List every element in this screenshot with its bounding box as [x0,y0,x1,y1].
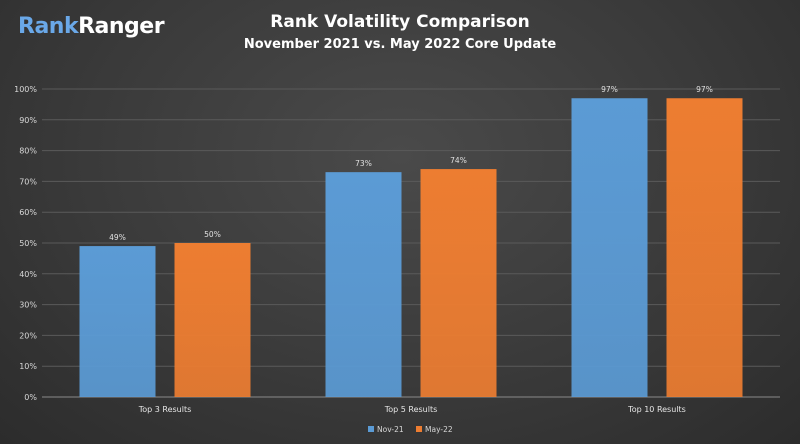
data-label: 97% [696,85,713,94]
data-label: 74% [450,156,467,165]
logo-part-rank: Rank [18,14,79,39]
y-tick-label: 60% [19,208,37,217]
y-tick-label: 20% [19,331,37,340]
bar-nov-21 [571,98,648,398]
legend-label: Nov-21 [377,425,404,434]
x-tick-label: Top 3 Results [138,405,192,414]
bar-may-22 [666,98,743,398]
x-tick-label: Top 10 Results [627,405,686,414]
logo-part-ranger: Ranger [78,14,165,39]
bar-may-22 [420,169,497,397]
legend-label: May-22 [425,425,453,434]
y-tick-label: 90% [19,116,37,125]
legend-swatch [368,426,374,432]
y-tick-label: 100% [14,85,37,94]
bar-nov-21 [325,172,402,397]
y-tick-label: 10% [19,362,37,371]
chart-subtitle: November 2021 vs. May 2022 Core Update [243,37,557,52]
bar-may-22 [174,243,251,397]
x-tick-label: Top 5 Results [384,405,438,414]
chart-title: Rank Volatility Comparison [270,12,530,32]
y-tick-label: 40% [19,270,37,279]
y-tick-label: 80% [19,147,37,156]
bar-nov-21 [79,246,156,397]
y-tick-label: 70% [19,177,37,186]
data-label: 97% [601,85,618,94]
data-label: 73% [355,159,372,168]
brand-logo: RankRanger [18,14,165,39]
y-tick-label: 0% [24,393,37,402]
data-label: 50% [204,230,221,239]
legend-swatch [416,426,422,432]
data-label: 49% [109,233,126,242]
y-tick-label: 30% [19,301,37,310]
y-tick-label: 50% [19,239,37,248]
